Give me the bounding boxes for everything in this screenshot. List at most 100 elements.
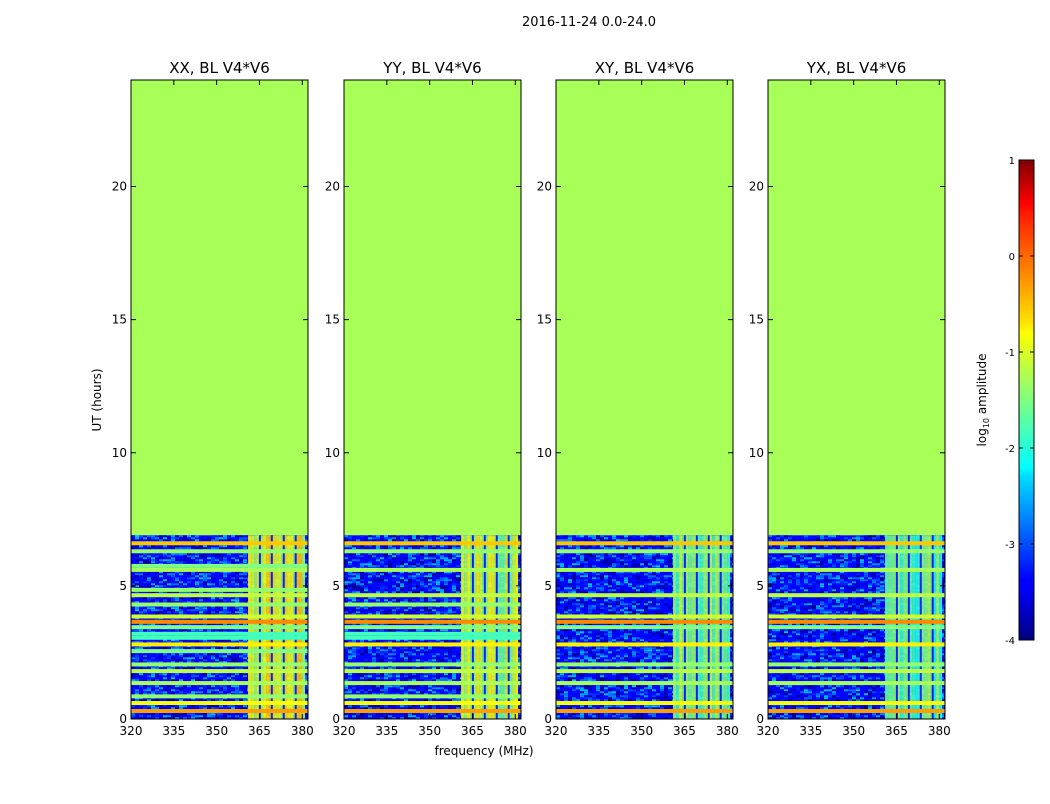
panel-title: XX, BL V4*V6: [169, 59, 270, 77]
colorbar-tick-label: -4: [1005, 636, 1015, 647]
bright-row: [131, 541, 308, 545]
x-tick-label: 335: [162, 724, 185, 738]
bright-row: [131, 568, 308, 572]
y-tick-label: 5: [544, 579, 552, 593]
bright-row: [344, 694, 521, 698]
x-tick-label: 380: [928, 724, 951, 738]
y-tick-label: 10: [112, 446, 127, 460]
panel-image: [131, 80, 311, 719]
x-tick-label: 335: [587, 724, 610, 738]
y-tick-label: 15: [325, 313, 340, 327]
y-tick-label: 10: [325, 446, 340, 460]
panel-title: YY, BL V4*V6: [382, 59, 481, 77]
bright-row: [344, 632, 521, 636]
bright-row: [344, 541, 521, 545]
bright-row: [556, 568, 733, 572]
y-tick-label: 15: [112, 313, 127, 327]
bright-row: [344, 549, 521, 553]
bright-row: [131, 603, 308, 607]
y-tick-label: 5: [119, 579, 127, 593]
bright-row: [556, 681, 733, 685]
y-tick-label: 10: [749, 446, 764, 460]
fill-region: [131, 80, 308, 535]
bright-row: [556, 541, 733, 545]
bright-row: [344, 709, 521, 713]
colorbar-label: log10 amplitude: [975, 354, 991, 447]
bright-row: [131, 681, 308, 685]
bright-row: [768, 614, 945, 618]
y-tick-label: 20: [325, 180, 340, 194]
bright-row: [556, 625, 733, 629]
x-tick-label: 320: [120, 724, 143, 738]
x-tick-label: 350: [842, 724, 865, 738]
bright-row: [768, 669, 945, 673]
x-tick-label: 335: [375, 724, 398, 738]
y-tick-label: 0: [119, 712, 127, 726]
bright-row: [768, 681, 945, 685]
x-tick-label: 320: [545, 724, 568, 738]
y-tick-label: 15: [537, 313, 552, 327]
bright-row: [768, 620, 945, 624]
panel-title: XY, BL V4*V6: [595, 59, 695, 77]
bright-row: [556, 669, 733, 673]
bright-row: [344, 593, 521, 597]
x-tick-label: 380: [504, 724, 527, 738]
bright-row: [556, 642, 733, 646]
colorbar-tick-label: -2: [1005, 444, 1015, 455]
x-axis-label: frequency (MHz): [434, 744, 533, 758]
colorbar-tick-label: -1: [1005, 348, 1015, 359]
bright-row: [556, 709, 733, 713]
bright-row: [344, 636, 521, 640]
bright-row: [768, 662, 945, 666]
panel-image: [344, 80, 524, 719]
bright-row: [131, 709, 308, 713]
bright-row: [768, 625, 945, 629]
y-tick-label: 5: [332, 579, 340, 593]
panels: XX, BL V4*V6 320 335 350 365 380 0 5 10 15 20 YY, B…: [112, 59, 951, 738]
x-tick-label: 365: [248, 724, 271, 738]
bright-row: [131, 625, 308, 629]
bright-row: [344, 603, 521, 607]
y-tick-label: 0: [332, 712, 340, 726]
bright-row: [556, 549, 733, 553]
x-tick-label: 365: [673, 724, 696, 738]
bright-row: [131, 614, 308, 618]
bright-row: [131, 669, 308, 673]
bright-row: [131, 564, 308, 568]
x-tick-label: 350: [418, 724, 441, 738]
y-axis-label: UT (hours): [90, 368, 104, 431]
bright-row: [131, 632, 308, 636]
panel-image: [768, 80, 948, 719]
bright-row: [131, 649, 308, 653]
bright-row: [131, 549, 308, 553]
fill-region: [768, 80, 945, 535]
bright-row: [131, 620, 308, 624]
y-tick-label: 20: [749, 180, 764, 194]
bright-row: [768, 541, 945, 545]
bright-row: [131, 662, 308, 666]
bright-row: [344, 568, 521, 572]
x-tick-label: 350: [630, 724, 653, 738]
bright-row: [556, 614, 733, 618]
bright-row: [344, 620, 521, 624]
bright-row: [556, 701, 733, 705]
bright-row: [131, 694, 308, 698]
y-tick-label: 10: [537, 446, 552, 460]
x-tick-label: 365: [885, 724, 908, 738]
panel-title: YX, BL V4*V6: [806, 59, 907, 77]
bright-row: [556, 593, 733, 597]
bright-row: [131, 701, 308, 705]
colorbar-gradient: [1019, 160, 1034, 640]
y-tick-label: 0: [544, 712, 552, 726]
bright-row: [344, 642, 521, 646]
figure-suptitle: 2016-11-24 0.0-24.0: [522, 15, 656, 30]
bright-row: [768, 642, 945, 646]
panel-image: [556, 80, 736, 719]
y-tick-label: 15: [749, 313, 764, 327]
colorbar-tick-label: 1: [1009, 156, 1015, 167]
